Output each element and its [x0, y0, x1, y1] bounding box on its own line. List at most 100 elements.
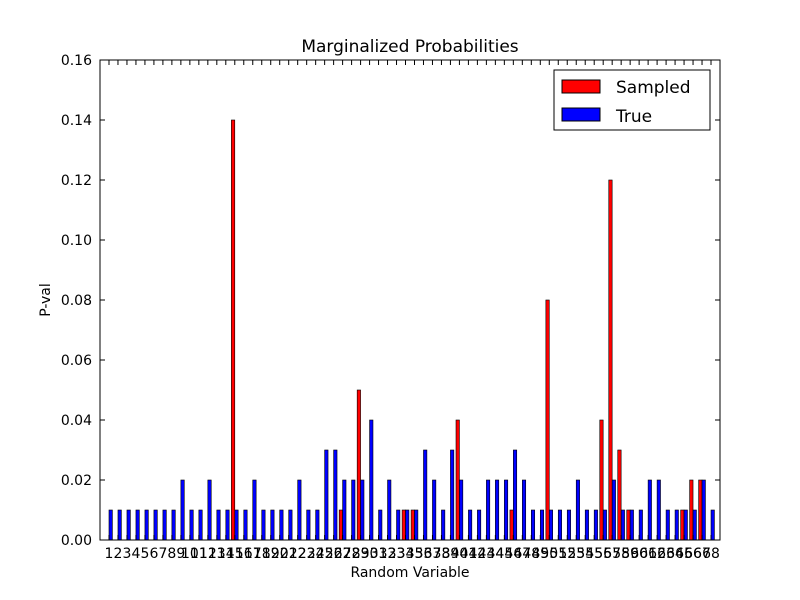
bar-true-53: [575, 479, 580, 541]
x-tick-label-30: 30: [361, 546, 379, 562]
bar-true-44: [495, 479, 500, 541]
x-tick-label-54: 54: [576, 546, 594, 562]
x-tick-label-15: 15: [226, 546, 244, 562]
y-tick-label-3: 0.06: [61, 353, 92, 369]
x-axis-label: Random Variable: [350, 565, 469, 581]
bar-true-7: [162, 509, 167, 541]
bar-true-8: [171, 509, 176, 541]
bar-true-30: [369, 419, 374, 541]
x-tick-label-22: 22: [289, 546, 307, 562]
x-tick-label-25: 25: [316, 546, 334, 562]
y-tick-label-5: 0.10: [61, 233, 92, 249]
bar-true-36: [423, 449, 428, 541]
bar-true-23: [306, 509, 311, 541]
bar-true-14: [225, 509, 230, 541]
y-tick-label-8: 0.16: [61, 53, 92, 69]
x-tick-label-6: 6: [149, 546, 158, 562]
x-tick-label-12: 12: [199, 546, 217, 562]
bar-true-24: [315, 509, 320, 541]
x-tick-label-4: 4: [131, 546, 140, 562]
bar-true-60: [638, 509, 643, 541]
bar-true-41: [468, 509, 473, 541]
bar-true-19: [270, 509, 275, 541]
bar-true-26: [333, 449, 338, 541]
x-tick-label-65: 65: [675, 546, 693, 562]
bar-true-25: [324, 449, 329, 541]
x-tick-label-39: 39: [442, 546, 460, 562]
bar-true-40: [459, 479, 464, 541]
x-tick-label-13: 13: [208, 546, 226, 562]
legend-swatch-true: [561, 107, 601, 122]
x-tick-label-42: 42: [468, 546, 486, 562]
bar-sampled-57: [608, 179, 613, 541]
x-tick-label-35: 35: [406, 546, 424, 562]
x-tick-label-17: 17: [244, 546, 262, 562]
bar-true-22: [297, 479, 302, 541]
bar-true-28: [351, 479, 356, 541]
bar-sampled-34: [401, 509, 406, 541]
x-tick-label-55: 55: [585, 546, 603, 562]
bar-true-58: [620, 509, 625, 541]
y-tick-label-1: 0.02: [61, 473, 92, 489]
x-axis: 1 2 3 4 5 6 7 8 91011121314151617181920212223242…: [105, 60, 720, 562]
bar-true-34: [405, 509, 410, 541]
bar-true-33: [396, 509, 401, 541]
bar-sampled-50: [545, 299, 550, 541]
bar-sampled-66: [689, 479, 694, 541]
y-axis: 0.00 0.02 0.04 0.06 0.08 0.10 0.12 0.14 0.16: [61, 53, 720, 549]
x-tick-label-1: 1: [105, 546, 114, 562]
x-tick-label-31: 31: [370, 546, 388, 562]
bar-true-4: [135, 509, 140, 541]
bar-true-37: [432, 479, 437, 541]
bar-true-29: [360, 479, 365, 541]
x-tick-label-43: 43: [477, 546, 495, 562]
x-tick-label-68: 68: [702, 546, 720, 562]
x-tick-label-45: 45: [495, 546, 513, 562]
x-tick-label-3: 3: [122, 546, 131, 562]
x-tick-label-26: 26: [325, 546, 343, 562]
x-tick-label-40: 40: [451, 546, 469, 562]
bar-true-15: [234, 509, 239, 541]
legend-label-sampled: Sampled: [616, 78, 691, 98]
bar-true-9: [180, 479, 185, 541]
x-tick-label-11: 11: [190, 546, 208, 562]
y-tick-label-6: 0.12: [61, 173, 92, 189]
x-tick-label-61: 61: [639, 546, 657, 562]
x-tick-label-52: 52: [558, 546, 576, 562]
bar-true-31: [378, 509, 383, 541]
legend-label-true: True: [615, 107, 652, 127]
bar-sampled-56: [599, 419, 604, 541]
bar-sampled-40: [455, 419, 460, 541]
bar-true-1: [108, 509, 113, 541]
bar-true-64: [674, 509, 679, 541]
x-tick-label-53: 53: [567, 546, 585, 562]
bar-true-2: [117, 509, 122, 541]
bar-true-59: [629, 509, 634, 541]
x-tick-label-27: 27: [334, 546, 352, 562]
bar-true-16: [243, 509, 248, 541]
x-tick-label-2: 2: [114, 546, 123, 562]
y-tick-label-2: 0.04: [61, 413, 92, 429]
bar-true-52: [566, 509, 571, 541]
x-tick-label-9: 9: [176, 546, 185, 562]
bar-true-66: [692, 509, 697, 541]
x-tick-label-23: 23: [298, 546, 316, 562]
x-tick-label-21: 21: [280, 546, 298, 562]
bar-true-68: [710, 509, 715, 541]
bar-true-65: [683, 509, 688, 541]
x-tick-label-60: 60: [630, 546, 648, 562]
bar-sampled-29: [356, 389, 361, 541]
bar-true-54: [584, 509, 589, 541]
bar-true-10: [189, 509, 194, 541]
bar-sampled-35: [410, 509, 415, 541]
x-tick-label-56: 56: [594, 546, 612, 562]
legend: Sampled True: [553, 69, 711, 131]
bar-true-32: [387, 479, 392, 541]
x-tick-label-41: 41: [459, 546, 477, 562]
x-tick-label-46: 46: [504, 546, 522, 562]
bar-true-45: [504, 479, 509, 541]
bar-true-63: [665, 509, 670, 541]
x-tick-label-44: 44: [486, 546, 504, 562]
y-tick-label-7: 0.14: [61, 113, 92, 129]
